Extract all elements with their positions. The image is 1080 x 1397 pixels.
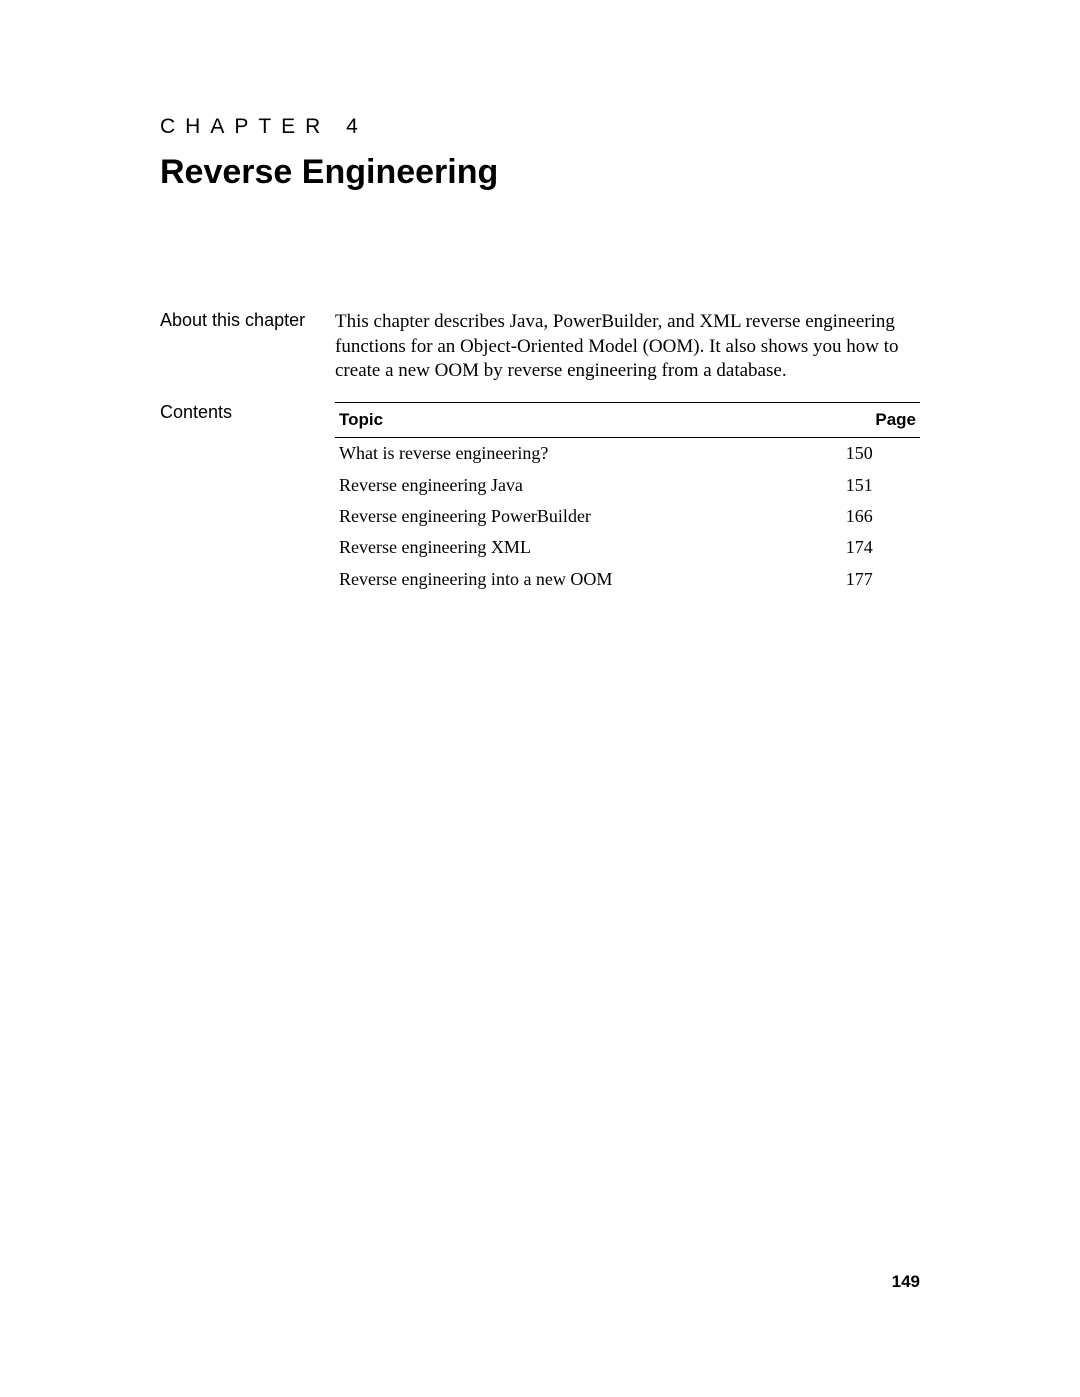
topic-cell: What is reverse engineering? <box>335 438 816 470</box>
page-cell: 166 <box>816 501 920 532</box>
topic-cell: Reverse engineering into a new OOM <box>335 564 816 595</box>
topic-cell: Reverse engineering XML <box>335 532 816 563</box>
about-section: About this chapter This chapter describe… <box>160 310 920 384</box>
contents-table: Topic Page What is reverse engineering? … <box>335 402 920 595</box>
table-row: Reverse engineering PowerBuilder 166 <box>335 501 920 532</box>
table-body: What is reverse engineering? 150 Reverse… <box>335 438 920 595</box>
table-row: Reverse engineering Java 151 <box>335 470 920 501</box>
table-row: Reverse engineering into a new OOM 177 <box>335 564 920 595</box>
page-cell: 151 <box>816 470 920 501</box>
contents-body: Topic Page What is reverse engineering? … <box>335 402 920 595</box>
chapter-label: CHAPTER 4 <box>160 115 920 139</box>
table-row: What is reverse engineering? 150 <box>335 438 920 470</box>
page-cell: 177 <box>816 564 920 595</box>
page-cell: 174 <box>816 532 920 563</box>
topic-cell: Reverse engineering Java <box>335 470 816 501</box>
contents-section: Contents Topic Page What is reverse engi… <box>160 402 920 595</box>
table-header-row: Topic Page <box>335 403 920 438</box>
about-label: About this chapter <box>160 310 335 384</box>
contents-label: Contents <box>160 402 335 595</box>
page-cell: 150 <box>816 438 920 470</box>
topic-cell: Reverse engineering PowerBuilder <box>335 501 816 532</box>
table-row: Reverse engineering XML 174 <box>335 532 920 563</box>
chapter-title: Reverse Engineering <box>160 153 920 192</box>
header-topic: Topic <box>335 403 816 438</box>
page-number: 149 <box>892 1272 920 1292</box>
about-text: This chapter describes Java, PowerBuilde… <box>335 310 920 384</box>
page-container: CHAPTER 4 Reverse Engineering About this… <box>0 0 1080 595</box>
header-page: Page <box>816 403 920 438</box>
